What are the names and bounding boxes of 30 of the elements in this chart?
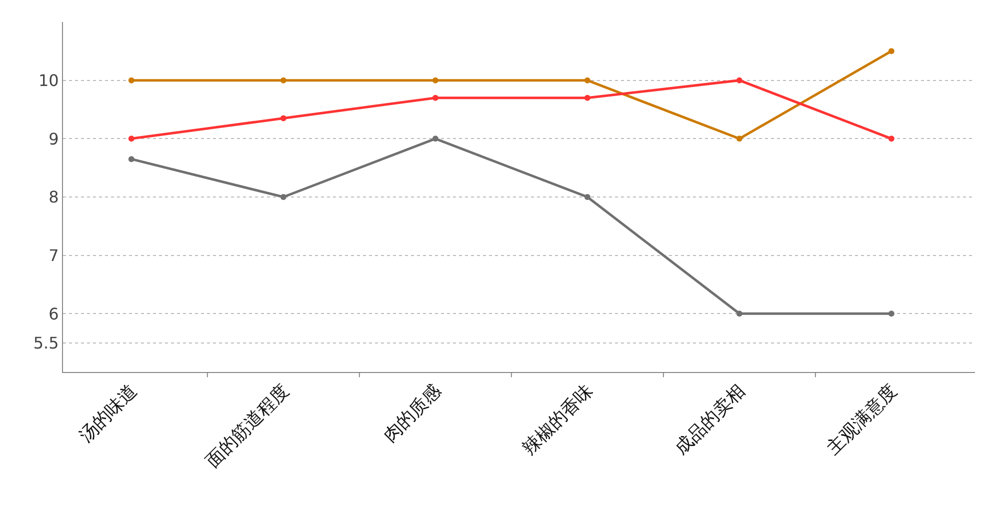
y-tick-label: 9 xyxy=(48,129,59,148)
point xyxy=(280,194,286,200)
y-tick-label: 10 xyxy=(38,70,59,90)
point xyxy=(888,48,894,54)
point xyxy=(888,136,894,142)
y-tick-label: 6 xyxy=(48,304,59,324)
point xyxy=(736,77,742,84)
point xyxy=(736,310,742,317)
point xyxy=(128,136,134,142)
point xyxy=(584,94,590,101)
x-tick-label: 肉的质感 xyxy=(380,380,446,446)
x-tick-label: 主观满意度 xyxy=(822,380,902,460)
y-tick-label: 7 xyxy=(48,246,59,265)
x-tick-label: 汤的味道 xyxy=(76,380,142,446)
point xyxy=(128,156,134,162)
y-tick-label: 5.5 xyxy=(33,333,59,352)
x-tick-label: 面的筋道程度 xyxy=(202,380,294,472)
x-tick-label: 成品的卖相 xyxy=(670,380,750,460)
point xyxy=(584,77,590,84)
point xyxy=(584,194,590,200)
point xyxy=(432,136,438,142)
y-tick-label: 8 xyxy=(48,188,59,207)
point xyxy=(432,94,438,101)
point xyxy=(888,310,894,317)
point xyxy=(432,77,438,84)
point xyxy=(280,115,286,122)
x-tick-label: 辣椒的香味 xyxy=(518,380,598,460)
point xyxy=(736,136,742,142)
point xyxy=(128,77,134,84)
point xyxy=(280,77,286,84)
